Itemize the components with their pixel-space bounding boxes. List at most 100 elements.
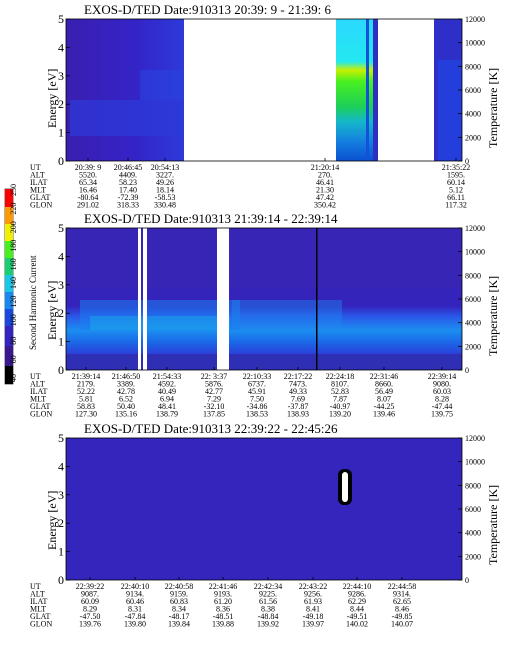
- orbit-row-label: ALT: [30, 171, 45, 180]
- colorbar-tick-label: 250: [9, 184, 18, 196]
- orbit-row-label: GLON: [30, 620, 52, 629]
- panel-2-title: EXOS-D/TED Date:910313 21:39:14 - 22:39:…: [84, 211, 338, 226]
- colorbar-tick-label: 160: [9, 258, 18, 270]
- orbit-cell: -37.87: [288, 402, 309, 411]
- orbit-cell: 8660.: [375, 380, 393, 389]
- y2-tick-label: 6000: [465, 505, 481, 514]
- orbit-cell: 56.49: [375, 387, 393, 396]
- orbit-cell: 21:46:50: [112, 372, 140, 381]
- panel-3-title: EXOS-D/TED Date:910313 22:39:22 - 22:45:…: [84, 421, 338, 436]
- y2-tick-label: 6000: [465, 86, 481, 95]
- y2-tick-label: 8000: [465, 62, 481, 71]
- y-tick-label: 2: [58, 306, 64, 320]
- orbit-cell: 127.30: [75, 410, 97, 419]
- panel-3-heatmap: [66, 438, 462, 580]
- orbit-cell: 42.78: [117, 387, 135, 396]
- orbit-cell: 5.81: [79, 395, 93, 404]
- orbit-row-label: ALT: [30, 380, 45, 389]
- y-tick-label: 5: [58, 12, 64, 26]
- orbit-cell: 9225.: [259, 590, 277, 599]
- orbit-cell: 8.28: [435, 395, 449, 404]
- orbit-cell: 47.42: [316, 193, 334, 202]
- y-tick-label: 1: [58, 335, 64, 349]
- orbit-cell: 138.53: [246, 410, 268, 419]
- colorbar-tick-label: 40: [9, 374, 18, 382]
- orbit-cell: 22: 3:37: [201, 372, 227, 381]
- orbit-cell: 7473.: [289, 380, 307, 389]
- orbit-cell: 22:10:33: [243, 372, 271, 381]
- y2-tick-label: 2000: [465, 133, 481, 142]
- orbit-cell: -47.44: [432, 402, 453, 411]
- orbit-cell: 49.33: [289, 387, 307, 396]
- y-tick-label: 3: [58, 69, 64, 83]
- orbit-cell: 8107.: [331, 380, 349, 389]
- orbit-cell: 61.93: [304, 597, 322, 606]
- panel-1: EXOS-D/TED Date:910313 20:39: 9 - 21:39:…: [30, 2, 500, 210]
- y-tick-label: 5: [58, 431, 64, 445]
- orbit-cell: 21.30: [316, 186, 334, 195]
- colorbar-tick-label: 180: [9, 240, 18, 252]
- orbit-row-label: UT: [30, 163, 41, 172]
- orbit-cell: 20:54:13: [151, 163, 179, 172]
- colorbar-tick-label: 80: [9, 337, 18, 345]
- orbit-cell: -48.51: [213, 612, 234, 621]
- orbit-cell: 48.41: [158, 402, 176, 411]
- orbit-cell: -47.50: [80, 612, 101, 621]
- panel-2-gap-a: [138, 228, 141, 370]
- panel-2-heatmap: [66, 228, 462, 370]
- orbit-cell: 9134.: [126, 590, 144, 599]
- orbit-cell: 21:35:22: [442, 163, 470, 172]
- orbit-row-label: MLT: [30, 395, 46, 404]
- orbit-cell: 46.41: [316, 178, 334, 187]
- orbit-cell: 18.14: [156, 186, 174, 195]
- orbit-cell: 139.20: [329, 410, 351, 419]
- orbit-cell: 5520.: [79, 171, 97, 180]
- orbit-cell: 8.29: [83, 605, 97, 614]
- orbit-cell: 60.83: [170, 597, 188, 606]
- orbit-cell: -44.25: [374, 402, 395, 411]
- panel-3: EXOS-D/TED Date:910313 22:39:22 - 22:45:…: [30, 421, 500, 629]
- orbit-cell: 7.69: [291, 395, 305, 404]
- y2-tick-label: 2000: [465, 342, 481, 351]
- orbit-row-label: GLAT: [30, 193, 51, 202]
- orbit-cell: 9314.: [393, 590, 411, 599]
- orbit-cell: 20:39: 9: [75, 163, 101, 172]
- y2-tick-label: 4000: [465, 319, 481, 328]
- y2-tick-label: 10000: [465, 248, 485, 257]
- colorbar-tick-label: 200: [9, 221, 18, 233]
- orbit-cell: 50.40: [117, 402, 135, 411]
- orbit-cell: 62.29: [348, 597, 366, 606]
- panel-2-ylabel: Energy [eV]: [45, 281, 59, 340]
- orbit-cell: 22:39:22: [76, 582, 104, 591]
- orbit-cell: 7.50: [250, 395, 264, 404]
- y2-tick-label: 12000: [465, 224, 485, 233]
- orbit-cell: 139.76: [79, 620, 101, 629]
- orbit-cell: 138.79: [156, 410, 178, 419]
- y2-tick-label: 8000: [465, 271, 481, 280]
- orbit-cell: 22:31:46: [370, 372, 398, 381]
- orbit-cell: -49.18: [303, 612, 324, 621]
- y2-tick-label: 0: [465, 366, 469, 375]
- orbit-cell: 135.16: [115, 410, 137, 419]
- orbit-cell: 139.97: [302, 620, 324, 629]
- orbit-cell: 22:43:22: [299, 582, 327, 591]
- orbit-cell: 4592.: [158, 380, 176, 389]
- orbit-cell: 22:44:10: [343, 582, 371, 591]
- orbit-cell: 139.46: [373, 410, 395, 419]
- orbit-cell: 45.91: [248, 387, 266, 396]
- orbit-cell: 22:17:22: [284, 372, 312, 381]
- orbit-cell: 3227.: [156, 171, 174, 180]
- orbit-cell: 22:42:34: [254, 582, 282, 591]
- panel-1-ylabel: Energy [eV]: [45, 69, 59, 128]
- orbit-cell: 6.94: [160, 395, 174, 404]
- orbit-row-label: UT: [30, 582, 41, 591]
- orbit-row-label: UT: [30, 372, 41, 381]
- orbit-cell: 60.46: [126, 597, 144, 606]
- orbit-cell: 137.85: [203, 410, 225, 419]
- orbit-cell: 1595.: [447, 171, 465, 180]
- y2-tick-label: 4000: [465, 529, 481, 538]
- y2-tick-label: 12000: [465, 434, 485, 443]
- orbit-cell: 117.32: [445, 201, 467, 210]
- y2-tick-label: 4000: [465, 110, 481, 119]
- orbit-row-label: ILAT: [30, 178, 47, 187]
